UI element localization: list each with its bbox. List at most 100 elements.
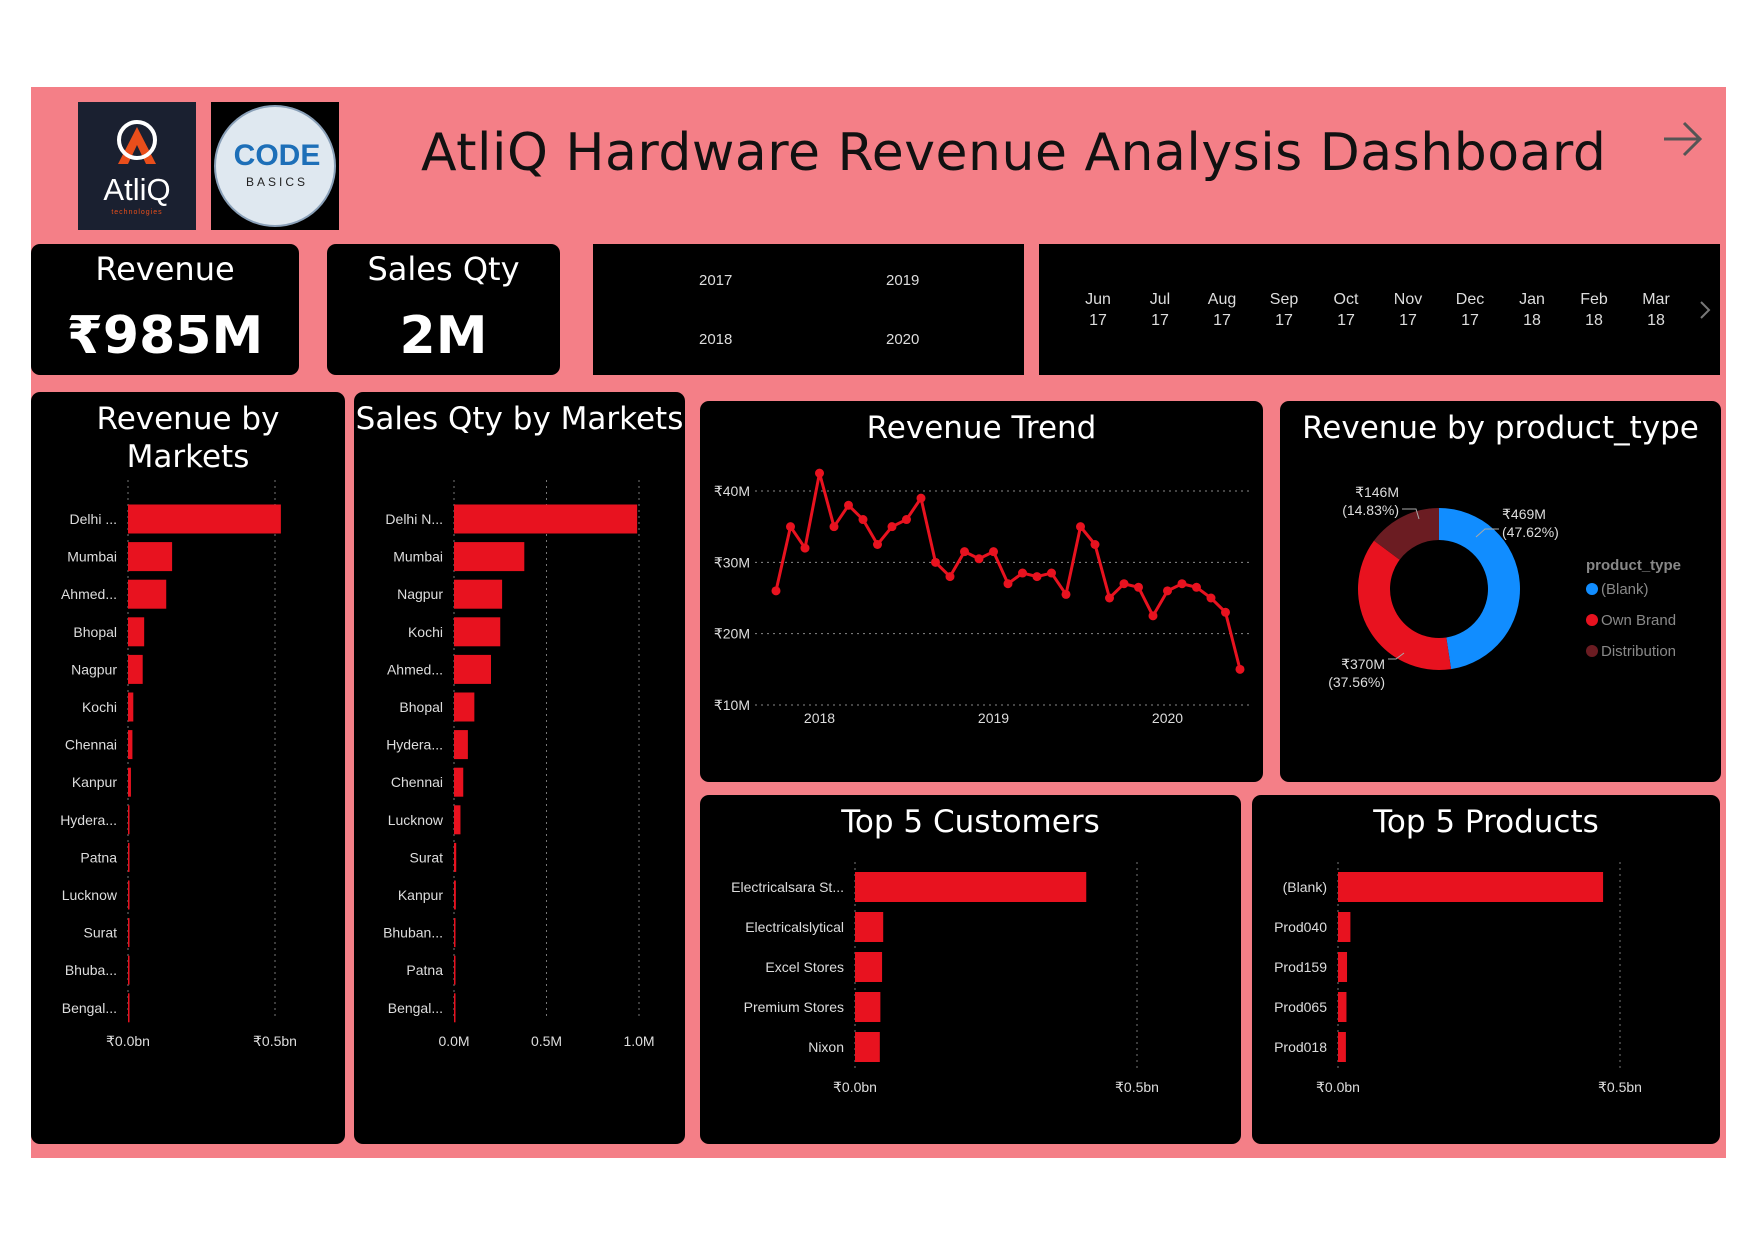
year-option[interactable]: 2018 bbox=[699, 331, 733, 348]
legend-label: (Blank) bbox=[1601, 581, 1649, 598]
y-tick-label: ₹30M bbox=[714, 554, 750, 570]
month-option[interactable]: Oct 17 bbox=[1333, 291, 1359, 329]
category-label: Patna bbox=[406, 962, 443, 978]
data-point bbox=[1119, 579, 1129, 589]
month-option[interactable]: Feb 18 bbox=[1580, 291, 1608, 329]
bar bbox=[454, 542, 525, 572]
category-label: Nagpur bbox=[397, 586, 443, 602]
category-label: Mumbai bbox=[393, 549, 443, 565]
x-tick-label: ₹0.5bn bbox=[1115, 1079, 1159, 1095]
data-point bbox=[989, 547, 998, 557]
atliq-logo-subtext: technologies bbox=[111, 209, 162, 216]
category-label: Patna bbox=[80, 849, 117, 865]
bar bbox=[855, 1032, 880, 1062]
year-option[interactable]: 2017 bbox=[699, 272, 733, 289]
category-label: Surat bbox=[410, 849, 444, 865]
slice-value-label: ₹370M bbox=[1341, 656, 1385, 672]
data-point bbox=[945, 572, 955, 582]
revenue-card: Revenue ₹985M bbox=[31, 244, 299, 375]
year-option[interactable]: 2020 bbox=[886, 331, 920, 348]
legend-item-distribution[interactable]: Distribution bbox=[1586, 643, 1676, 660]
data-point bbox=[1221, 607, 1230, 617]
dashboard-canvas: AtliQ technologies CODE BASICS AtliQ Har… bbox=[31, 87, 1726, 1158]
bar bbox=[128, 955, 130, 985]
bar bbox=[454, 880, 456, 910]
arrow-right-icon[interactable] bbox=[1660, 119, 1704, 159]
bar bbox=[128, 579, 167, 609]
month-option[interactable]: Nov 17 bbox=[1393, 291, 1423, 329]
data-point bbox=[829, 522, 839, 532]
y-tick-label: ₹20M bbox=[714, 626, 750, 642]
slice-percent-label: (47.62%) bbox=[1502, 524, 1559, 540]
year-slicer: 2017 2019 2018 2020 bbox=[593, 244, 1024, 375]
data-point bbox=[960, 547, 969, 557]
category-label: Hydera... bbox=[386, 737, 443, 753]
category-label: Kochi bbox=[82, 699, 117, 715]
bar bbox=[454, 767, 464, 797]
bar bbox=[1338, 1032, 1346, 1062]
bar bbox=[128, 504, 281, 534]
month-option[interactable]: Jun 17 bbox=[1085, 291, 1111, 329]
month-option[interactable]: Jan 18 bbox=[1519, 291, 1545, 329]
x-tick-label: ₹0.5bn bbox=[1598, 1079, 1642, 1095]
top-5-products-chart: ₹0.0bn ₹0.5bn (Blank) Prod040 Prod159 Prod065… bbox=[1274, 862, 1642, 1095]
category-label: Prod065 bbox=[1274, 999, 1327, 1015]
bar bbox=[1338, 952, 1348, 982]
category-label: Delhi ... bbox=[70, 511, 117, 527]
bar bbox=[855, 872, 1087, 902]
month-option[interactable]: Dec 17 bbox=[1455, 291, 1485, 329]
legend-item-own-brand[interactable]: Own Brand bbox=[1586, 612, 1676, 629]
x-tick-label: ₹0.0bn bbox=[106, 1033, 150, 1049]
x-tick-label: 0.0M bbox=[438, 1033, 469, 1049]
bar bbox=[1338, 912, 1351, 942]
year-option[interactable]: 2019 bbox=[886, 272, 920, 289]
data-point bbox=[1105, 593, 1114, 603]
atliq-logo-graphic: AtliQ technologies bbox=[103, 120, 171, 216]
data-point bbox=[1163, 586, 1172, 596]
legend-item-blank[interactable]: (Blank) bbox=[1586, 581, 1649, 598]
chart-title: Revenue by Markets bbox=[96, 401, 280, 475]
bar bbox=[855, 912, 884, 942]
x-tick-label: ₹0.0bn bbox=[833, 1079, 877, 1095]
data-point bbox=[1047, 568, 1056, 578]
category-label: (Blank) bbox=[1283, 879, 1327, 895]
codebasics-logo-subtext: BASICS bbox=[246, 175, 308, 189]
chart-title: Top 5 Products bbox=[1373, 804, 1599, 840]
month-option[interactable]: Sep 17 bbox=[1269, 291, 1299, 329]
sales-qty-by-markets-panel: Sales Qty by Markets 0.0M 0.5M 1.0M Delhi N… bbox=[354, 392, 685, 1144]
top-5-customers-chart: ₹0.0bn ₹0.5bn Electricalsara St... Electric… bbox=[731, 862, 1159, 1095]
bar bbox=[454, 617, 501, 647]
codebasics-logo-graphic: CODE BASICS bbox=[214, 105, 336, 227]
category-label: Kochi bbox=[408, 624, 443, 640]
data-point bbox=[1206, 593, 1216, 603]
category-label: Bhuba... bbox=[65, 962, 117, 978]
category-label: Lucknow bbox=[62, 887, 118, 903]
category-label: Chennai bbox=[65, 737, 117, 753]
month-option[interactable]: Aug 17 bbox=[1207, 291, 1237, 329]
category-label: Electricalslytical bbox=[745, 919, 844, 935]
category-label: Bhopal bbox=[399, 699, 443, 715]
leader-line bbox=[1388, 652, 1405, 660]
data-point bbox=[1235, 664, 1245, 674]
revenue-by-markets-panel: Revenue by Markets ₹0.0bn ₹0.5bn Delhi ...… bbox=[31, 392, 345, 1144]
bar bbox=[128, 767, 131, 797]
month-option[interactable]: Jul 17 bbox=[1149, 291, 1171, 329]
bar bbox=[454, 805, 461, 835]
category-label: Lucknow bbox=[388, 812, 444, 828]
revenue-trend-panel: Revenue Trend ₹10M ₹20M ₹30M ₹40M 2018 2019 20… bbox=[700, 401, 1263, 782]
data-point bbox=[1003, 579, 1013, 589]
revenue-value: ₹985M bbox=[66, 306, 264, 366]
bar bbox=[855, 992, 881, 1022]
bar bbox=[855, 952, 883, 982]
page-title: AtliQ Hardware Revenue Analysis Dashboar… bbox=[421, 123, 1607, 183]
category-label: Bengal... bbox=[62, 1000, 117, 1016]
chart-title: Revenue Trend bbox=[866, 410, 1097, 446]
month-option[interactable]: Mar 18 bbox=[1642, 291, 1670, 329]
category-label: Kanpur bbox=[72, 774, 117, 790]
data-point bbox=[873, 540, 882, 549]
chevron-right-icon[interactable] bbox=[1698, 299, 1712, 321]
bar bbox=[128, 993, 130, 1023]
bar bbox=[454, 918, 456, 948]
leader-line bbox=[1402, 508, 1420, 520]
slice-value-label: ₹146M bbox=[1355, 484, 1399, 500]
